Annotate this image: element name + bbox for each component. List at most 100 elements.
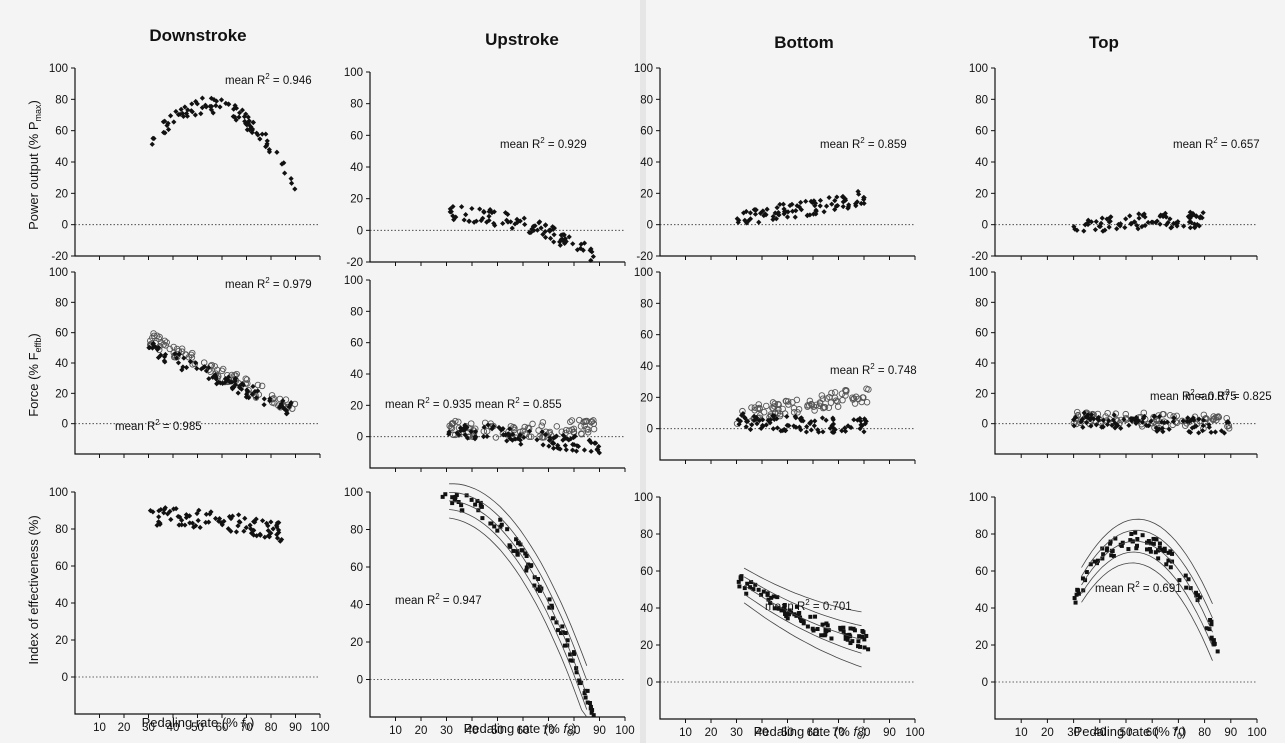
data-point: [167, 113, 174, 119]
data-point: [1074, 411, 1082, 419]
data-point: [770, 213, 776, 220]
y-tick-label: 80: [350, 525, 363, 537]
data-point: [813, 614, 818, 619]
data-point: [232, 378, 238, 384]
annotation-r2: mean R2 = 0.935: [385, 396, 472, 411]
data-point: [499, 522, 504, 527]
data-point: [573, 448, 580, 454]
data-point: [570, 658, 575, 663]
data-point: [540, 231, 546, 237]
data-point: [569, 447, 576, 453]
data-point: [1209, 619, 1214, 624]
data-point: [233, 529, 240, 535]
data-point: [1083, 420, 1090, 426]
data-point: [206, 376, 212, 382]
data-point: [1155, 548, 1160, 553]
x-tick-label: 70: [542, 725, 555, 737]
data-point: [747, 216, 754, 222]
y-tick-label: 80: [975, 94, 988, 106]
data-point: [237, 385, 243, 391]
data-point: [851, 626, 856, 631]
data-point: [471, 219, 477, 225]
data-point: [774, 205, 780, 211]
data-point: [1145, 547, 1150, 552]
data-point: [440, 494, 445, 499]
y-tick-label: 40: [975, 603, 988, 615]
data-point: [532, 583, 537, 588]
y-tick-label: 80: [640, 529, 653, 541]
data-point: [757, 210, 764, 216]
data-point: [736, 421, 742, 427]
data-point: [534, 437, 540, 443]
data-point: [753, 207, 759, 213]
data-point: [524, 554, 529, 559]
data-point: [187, 359, 194, 365]
data-point: [801, 619, 806, 624]
data-point: [537, 219, 543, 225]
data-point: [794, 203, 800, 209]
panel-top-ioe: 0 20 40 60 80 100 10 20 30 40 50 60 70 80 90 100 mean R2…: [969, 492, 1267, 739]
data-point: [1136, 215, 1142, 221]
data-point: [1080, 576, 1085, 581]
data-point: [536, 433, 543, 440]
y-tick-label: 60: [55, 328, 68, 340]
data-point: [146, 345, 152, 351]
y-tick-label: 100: [634, 492, 653, 504]
data-point: [510, 431, 516, 437]
data-point: [246, 127, 253, 133]
data-point: [555, 442, 561, 448]
data-point: [262, 534, 268, 540]
data-point: [265, 523, 271, 529]
data-point: [784, 398, 792, 405]
data-point: [225, 526, 231, 532]
data-point: [236, 512, 242, 518]
data-point: [450, 213, 456, 219]
data-point: [213, 102, 219, 109]
y-label-power: Power output (% Pmax): [26, 100, 43, 230]
x-tick-label: 50: [1120, 727, 1133, 739]
data-point: [562, 442, 568, 449]
data-point: [1076, 588, 1081, 593]
data-point: [1150, 219, 1156, 225]
data-point: [596, 443, 602, 450]
data-point: [1128, 538, 1133, 543]
data-point: [490, 423, 497, 429]
data-point: [252, 519, 258, 525]
data-point: [572, 433, 578, 439]
y-tick-label: 60: [975, 328, 988, 340]
data-point: [509, 225, 515, 231]
data-point: [478, 500, 483, 505]
y-tick-label: 60: [55, 126, 68, 138]
data-point: [489, 210, 495, 216]
data-point: [1184, 418, 1190, 424]
data-point: [577, 678, 582, 683]
fit-line: [449, 492, 588, 681]
data-point: [1225, 425, 1233, 432]
data-point: [584, 429, 592, 436]
data-point: [149, 141, 155, 147]
y-tick-label: 60: [640, 566, 653, 578]
data-point: [461, 217, 467, 223]
data-point: [1210, 415, 1218, 423]
data-point: [528, 229, 534, 236]
y-tick-label: 40: [55, 598, 68, 610]
data-point: [811, 407, 818, 414]
data-point: [1111, 412, 1117, 418]
panel-downstroke-ioe: 0 20 40 60 80 100 10 20 30 40 50 60 70 80 90 100: [49, 487, 330, 734]
data-point: [737, 584, 742, 589]
data-point: [779, 608, 784, 613]
data-point: [547, 597, 552, 602]
y-tick-label: 100: [344, 487, 363, 499]
y-tick-label: 80: [975, 529, 988, 541]
data-point: [524, 565, 529, 570]
data-point: [1148, 541, 1153, 546]
data-point: [189, 109, 195, 115]
data-point: [570, 428, 577, 435]
data-point: [203, 104, 209, 110]
data-point: [568, 417, 576, 424]
data-point: [208, 95, 214, 101]
data-point: [244, 387, 250, 393]
data-point: [794, 604, 799, 609]
